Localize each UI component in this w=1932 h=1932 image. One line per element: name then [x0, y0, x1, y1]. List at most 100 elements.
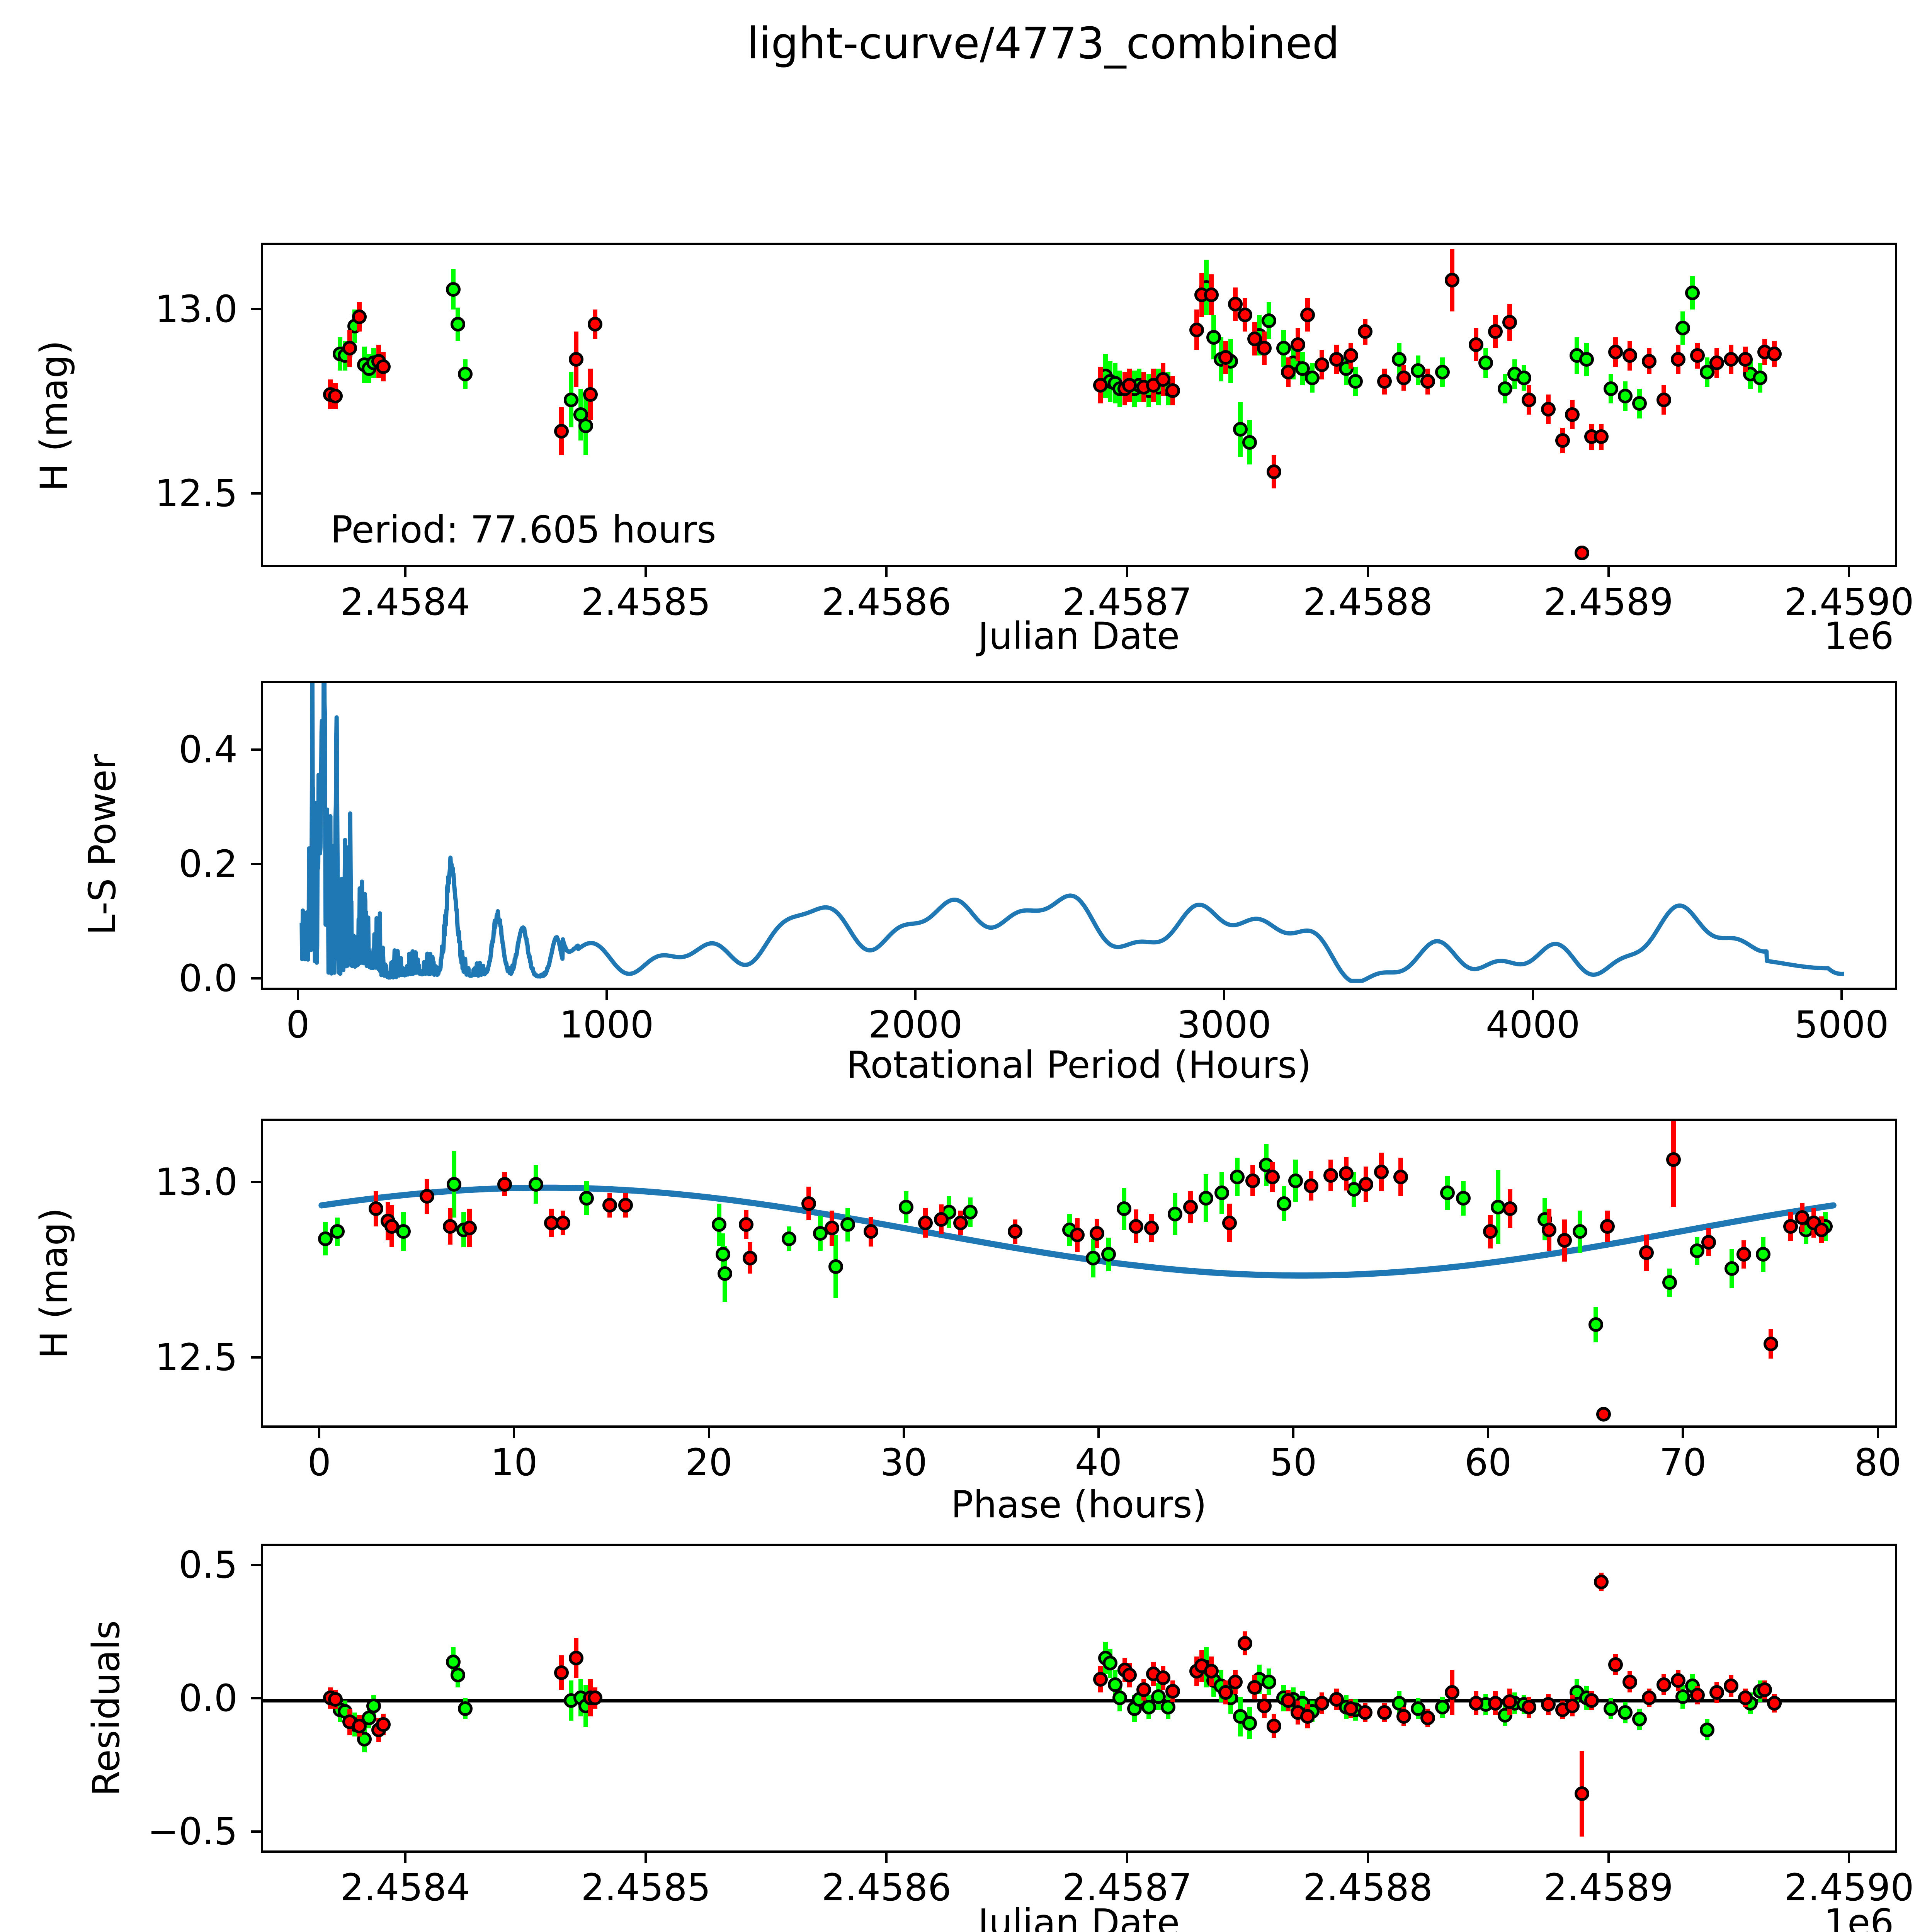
data-point	[1594, 429, 1609, 444]
data-point	[446, 1655, 461, 1669]
data-point	[357, 1732, 372, 1747]
data-point	[1257, 1698, 1272, 1713]
data-point	[1391, 352, 1406, 367]
residuals-x-offset: 1e6	[1824, 1901, 1894, 1932]
data-point	[1666, 1152, 1681, 1167]
data-point	[1435, 365, 1450, 380]
data-point	[1262, 313, 1277, 328]
y-tick-label: 13.0	[155, 287, 238, 331]
data-point	[1488, 324, 1503, 339]
data-point	[376, 1717, 391, 1732]
data-point	[1594, 1575, 1609, 1590]
data-point	[447, 1177, 462, 1192]
data-point	[1756, 1247, 1771, 1262]
data-point	[1440, 1185, 1455, 1201]
y-tick-label: 0.2	[179, 842, 238, 886]
data-point	[1618, 1705, 1633, 1720]
data-point	[1230, 1170, 1245, 1185]
x-tick-label: 70	[1659, 1441, 1707, 1484]
x-tick-mark	[1840, 990, 1843, 1000]
data-point	[583, 387, 598, 402]
data-point	[1070, 1228, 1085, 1243]
data-point	[1085, 1250, 1100, 1265]
data-point	[1189, 322, 1204, 337]
data-point	[1107, 1677, 1122, 1692]
x-tick-mark	[1223, 990, 1226, 1000]
data-point	[801, 1196, 816, 1211]
data-point	[1199, 1191, 1214, 1206]
data-point	[1238, 1636, 1252, 1651]
data-point	[1752, 370, 1767, 385]
y-tick-mark	[251, 977, 261, 980]
data-point	[717, 1266, 732, 1281]
data-point	[1502, 1201, 1517, 1216]
x-tick-mark	[296, 990, 299, 1000]
data-point	[1541, 1697, 1556, 1712]
data-point	[1323, 1168, 1338, 1183]
data-point	[1724, 1679, 1739, 1694]
data-point	[602, 1198, 617, 1213]
x-tick-mark	[404, 567, 406, 577]
data-point	[1167, 1206, 1182, 1221]
data-point	[864, 1224, 878, 1239]
data-point	[451, 1668, 466, 1683]
data-point	[1767, 1696, 1782, 1711]
data-point	[1764, 1337, 1779, 1352]
y-tick-label: 0.4	[179, 728, 238, 771]
data-point	[1671, 352, 1686, 367]
x-tick-mark	[1876, 1428, 1879, 1438]
data-point	[934, 1212, 949, 1227]
data-point	[1709, 355, 1724, 371]
light-curve-xlabel: Julian Date	[978, 614, 1180, 658]
data-point	[1089, 1226, 1104, 1241]
data-point	[1257, 341, 1272, 356]
x-tick-mark	[1097, 1428, 1100, 1438]
y-tick-label: 0.0	[179, 1677, 238, 1720]
y-tick-label: 13.0	[155, 1160, 238, 1204]
data-point	[1488, 1696, 1503, 1711]
data-point	[1288, 1173, 1303, 1188]
data-point	[328, 389, 343, 404]
data-point	[1521, 1700, 1536, 1715]
data-point	[462, 1221, 477, 1236]
data-point	[528, 1177, 543, 1192]
data-point	[1128, 1219, 1143, 1234]
data-point	[1709, 1685, 1724, 1700]
periodogram-xlabel: Rotational Period (Hours)	[846, 1043, 1311, 1087]
x-tick-label: 30	[880, 1441, 927, 1484]
x-tick-mark	[1607, 1853, 1610, 1863]
x-tick-label: 2.4589	[1543, 1866, 1673, 1909]
y-tick-mark	[251, 1830, 261, 1833]
data-point	[1245, 1173, 1260, 1188]
data-point	[443, 1219, 457, 1234]
data-point	[554, 1665, 569, 1680]
data-point	[1517, 370, 1532, 385]
data-point	[1233, 422, 1248, 437]
data-point	[953, 1215, 968, 1230]
data-point	[1101, 1247, 1116, 1262]
data-point	[1396, 370, 1412, 385]
data-point	[1565, 1698, 1580, 1713]
data-point	[1557, 1233, 1572, 1248]
data-point	[1266, 464, 1281, 480]
data-point	[1656, 1677, 1671, 1692]
y-tick-label: 0.5	[179, 1543, 238, 1587]
data-point	[1690, 348, 1705, 363]
x-tick-label: 2000	[868, 1003, 963, 1046]
data-point	[1206, 330, 1221, 345]
data-point	[840, 1217, 855, 1232]
data-point	[1393, 1170, 1408, 1185]
y-tick-mark	[251, 863, 261, 866]
data-point	[1639, 1245, 1654, 1260]
data-point	[1329, 352, 1344, 367]
data-point	[1281, 365, 1296, 380]
x-tick-mark	[1366, 567, 1369, 577]
data-point	[1093, 378, 1108, 393]
x-tick-label: 2.4587	[1062, 1866, 1192, 1909]
data-point	[1156, 1670, 1171, 1685]
data-point	[1725, 1261, 1740, 1276]
x-tick-label: 40	[1075, 1441, 1122, 1484]
data-point	[825, 1221, 840, 1236]
data-point	[1456, 1191, 1471, 1206]
